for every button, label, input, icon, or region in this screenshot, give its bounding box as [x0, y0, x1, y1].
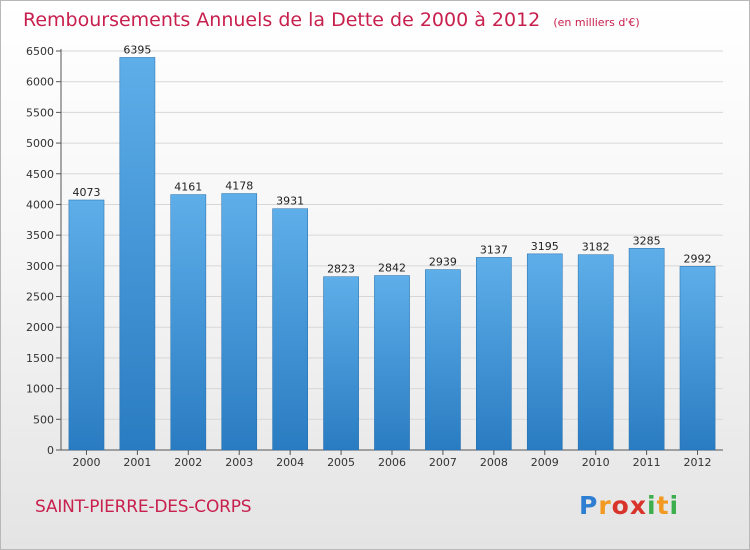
x-tick-label: 2004 [276, 456, 304, 469]
data-label: 4178 [225, 180, 253, 193]
x-tick-label: 2005 [327, 456, 355, 469]
y-tick-label: 6500 [26, 45, 54, 58]
y-tick-label: 2000 [26, 321, 54, 334]
title-row: Remboursements Annuels de la Dette de 20… [23, 9, 640, 31]
data-label: 3195 [531, 240, 559, 253]
y-tick-label: 5500 [26, 106, 54, 119]
y-tick-label: 500 [33, 413, 54, 426]
data-label: 2939 [429, 256, 457, 269]
bar [272, 208, 308, 451]
y-tick-label: 0 [47, 444, 54, 457]
proxiti-logo: Proxiti [579, 491, 680, 520]
x-tick-label: 2009 [531, 456, 559, 469]
y-tick-label: 2500 [26, 291, 54, 304]
data-label: 2842 [378, 262, 406, 275]
bar [425, 269, 461, 451]
y-tick-label: 1000 [26, 383, 54, 396]
x-tick-label: 2010 [582, 456, 610, 469]
y-tick-label: 1500 [26, 352, 54, 365]
bar [323, 276, 359, 451]
y-tick-label: 3000 [26, 260, 54, 273]
x-tick-label: 2000 [72, 456, 100, 469]
bar [221, 193, 258, 451]
city-name: SAINT-PIERRE-DES-CORPS [35, 497, 252, 517]
bar [170, 194, 207, 451]
bar [476, 257, 512, 451]
chart-title: Remboursements Annuels de la Dette de 20… [23, 9, 541, 31]
data-label: 4073 [72, 186, 100, 199]
data-label: 3137 [480, 243, 508, 256]
y-tick-label: 3500 [26, 229, 54, 242]
x-tick-label: 2002 [174, 456, 202, 469]
data-label: 3182 [582, 241, 610, 254]
bar [374, 275, 410, 451]
x-tick-label: 2007 [429, 456, 457, 469]
x-tick-label: 2011 [633, 456, 661, 469]
y-tick-label: 4500 [26, 168, 54, 181]
bar [577, 254, 614, 451]
y-tick-label: 4000 [26, 198, 54, 211]
data-label: 4161 [174, 181, 202, 194]
data-label: 3931 [276, 195, 304, 208]
data-label: 2823 [327, 263, 355, 276]
y-tick-label: 6000 [26, 76, 54, 89]
data-label: 3285 [633, 234, 661, 247]
bar [526, 253, 563, 451]
bar [679, 266, 716, 451]
bar [628, 248, 665, 451]
x-tick-label: 2003 [225, 456, 253, 469]
x-tick-label: 2006 [378, 456, 406, 469]
x-tick-label: 2008 [480, 456, 508, 469]
x-tick-label: 2012 [684, 456, 712, 469]
bar [119, 57, 156, 451]
bar [68, 199, 105, 451]
y-tick-label: 5000 [26, 137, 54, 150]
chart-subtitle: (en milliers d'€) [553, 16, 640, 29]
data-label: 2992 [684, 252, 712, 265]
x-tick-label: 2001 [123, 456, 151, 469]
data-label: 6395 [123, 43, 151, 56]
